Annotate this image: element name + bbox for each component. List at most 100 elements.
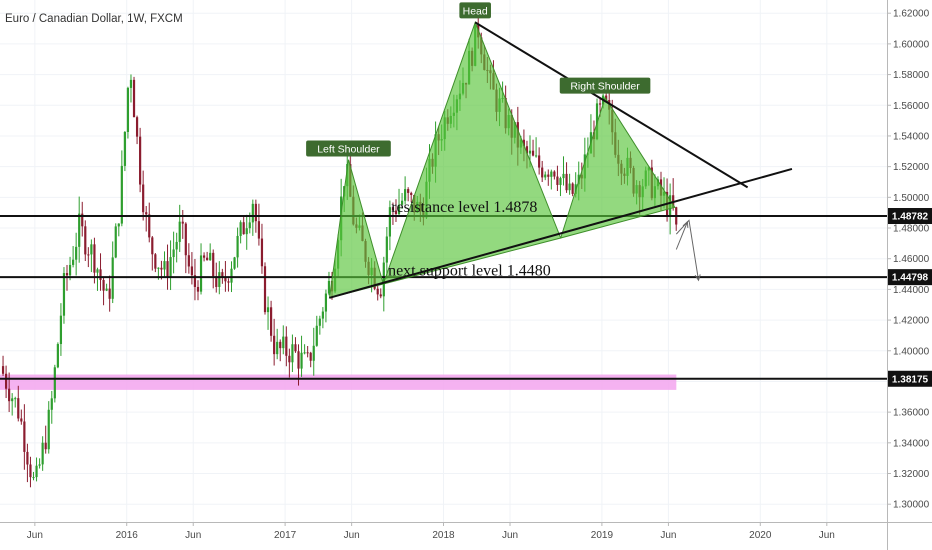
y-tick-label: 1.56000 [893,101,930,112]
candle-down [145,212,148,215]
projection-path [675,219,699,281]
pattern-label-bg [306,140,391,157]
candle-up [11,398,14,402]
candle-down [407,189,410,193]
candle-down [605,95,608,101]
price-tag-bg [888,269,932,286]
candle-up [96,269,99,273]
candle-down [44,442,47,450]
candle-down [263,266,267,313]
candle-down [257,221,261,239]
candle-down [288,355,291,363]
candle-up [199,255,203,292]
candle-down [538,155,541,168]
candle-up [105,288,108,291]
level-annotation: next support level 1.4480 [388,262,551,279]
support-zone-layer [0,374,677,390]
y-tick-label: 1.54000 [893,131,930,142]
candle-down [17,398,20,419]
y-tick-label: 1.52000 [893,162,930,173]
candle-up [114,226,117,258]
candle-up [126,87,130,132]
candle-up [321,311,324,319]
candle-down [102,279,105,291]
candle-up [75,246,78,260]
candle-up [550,171,553,177]
candle-down [556,176,559,185]
pattern-label: Head [463,5,488,17]
candle-up [14,398,17,400]
candle-down [29,464,32,478]
candle-up [568,183,571,191]
candle-down [224,277,227,282]
candle-down [139,136,142,185]
pattern-label: Right Shoulder [570,81,640,93]
candle-down [142,184,145,213]
candle-down [306,352,309,354]
candle-down [212,252,215,277]
candle-down [206,257,209,261]
candle-up [562,173,565,179]
candle-down [108,288,111,299]
candle-up [218,272,221,287]
candle-down [260,238,264,267]
candle-up [239,222,242,236]
candle-down [166,261,169,278]
candle-up [236,235,239,258]
candle-up [157,267,160,269]
candle-up [248,222,251,229]
price-tag-bg [888,208,932,225]
candle-up [50,398,53,410]
candle-down [81,213,84,227]
candle-down [93,244,96,273]
candle-down [531,150,535,156]
candle-down [160,267,163,270]
candle-up [544,174,547,178]
candle-up [59,315,63,345]
candle-up [595,103,599,140]
chart-title: Euro / Canadian Dollar, 1W, FXCM [5,13,183,25]
candle-down [541,167,544,178]
candle-up [534,155,538,157]
candle-up [62,273,66,316]
candle-down [151,237,154,255]
candle-down [273,335,276,355]
projection-arrowhead [682,220,689,228]
candle-up [559,178,562,185]
y-tick-label: 1.44000 [893,285,930,296]
candle-up [56,344,59,368]
pattern-label: Left Shoulder [317,144,380,156]
head-triangle [382,20,562,285]
candle-up [251,203,254,223]
price-tag-label: 1.48782 [892,212,929,223]
candle-up [397,204,401,215]
candle-up [312,345,315,361]
candle-up [120,165,123,224]
candle-down [196,286,200,292]
candle-up [72,259,75,265]
candle-up [129,79,133,88]
candle-up [169,257,172,278]
x-tick-label: Jun [502,530,518,541]
candle-down [193,275,197,287]
y-tick-label: 1.62000 [893,9,930,20]
candle-down [20,418,23,422]
candle-up [382,262,385,297]
left-shoulder-triangle [328,159,384,299]
candle-up [32,477,35,479]
x-tick-label: 2017 [274,530,297,541]
candle-down [99,269,102,280]
candle-down [279,341,282,349]
candle-up [68,264,72,276]
price-tag-label: 1.38175 [892,374,929,385]
annotations: resistance level 1.4878 next support leve… [388,199,701,282]
support-zone [0,374,677,390]
candle-up [315,325,318,346]
candle-up [209,252,212,261]
candle-down [190,266,193,276]
candle-down [391,207,395,211]
top-trendline [474,21,749,189]
candle-up [35,465,38,478]
candle-up [245,228,248,235]
